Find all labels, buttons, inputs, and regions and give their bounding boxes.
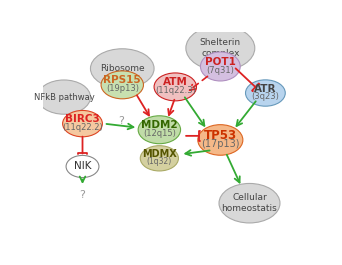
- Text: Cellular
homeostatis: Cellular homeostatis: [222, 193, 277, 213]
- Text: NFkB pathway: NFkB pathway: [34, 92, 94, 101]
- Text: ATR: ATR: [254, 83, 277, 94]
- Text: TP53: TP53: [204, 129, 237, 142]
- Ellipse shape: [154, 73, 196, 101]
- Text: Shelterin
complex: Shelterin complex: [200, 38, 241, 58]
- Text: (3q23): (3q23): [251, 92, 279, 101]
- Ellipse shape: [186, 26, 255, 70]
- Text: RPS15: RPS15: [103, 75, 141, 85]
- Ellipse shape: [138, 116, 181, 144]
- Text: Ribosome: Ribosome: [100, 64, 145, 73]
- Ellipse shape: [140, 146, 179, 171]
- Text: ?: ?: [80, 190, 86, 200]
- Text: MDMX: MDMX: [142, 149, 177, 159]
- Text: NIK: NIK: [74, 161, 91, 171]
- Text: (11q22.2): (11q22.2): [62, 123, 103, 132]
- Text: POT1: POT1: [205, 57, 236, 67]
- Text: MDM2: MDM2: [141, 120, 178, 130]
- Ellipse shape: [101, 71, 144, 99]
- Text: (19p13): (19p13): [106, 84, 139, 93]
- Ellipse shape: [200, 52, 240, 81]
- Ellipse shape: [63, 111, 102, 137]
- Text: ?: ?: [118, 116, 124, 126]
- Ellipse shape: [219, 183, 280, 223]
- Text: (1q32): (1q32): [147, 157, 172, 166]
- Text: (7q31): (7q31): [206, 66, 234, 75]
- Ellipse shape: [90, 49, 154, 88]
- Text: (12q15): (12q15): [143, 129, 176, 138]
- Text: BIRC3: BIRC3: [65, 114, 100, 124]
- Ellipse shape: [246, 80, 285, 106]
- Text: (11q22.3): (11q22.3): [155, 86, 196, 95]
- Ellipse shape: [66, 155, 99, 178]
- Ellipse shape: [37, 80, 90, 114]
- Text: (17p13): (17p13): [201, 139, 240, 149]
- Ellipse shape: [198, 125, 243, 155]
- Text: ATM: ATM: [163, 77, 188, 87]
